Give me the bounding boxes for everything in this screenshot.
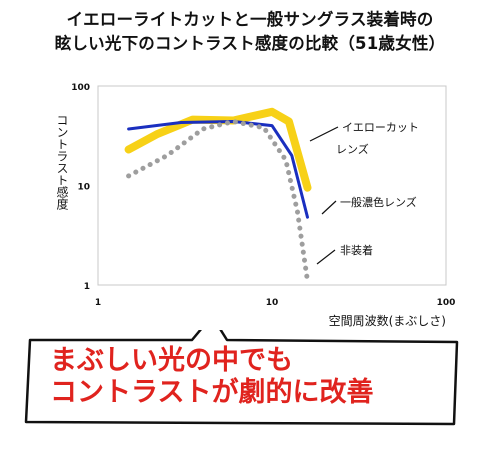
series-leader-line bbox=[316, 249, 336, 265]
series-leader-line bbox=[309, 126, 339, 142]
callout-text: まぶしい光の中でも コントラストが劇的に改善 bbox=[50, 345, 373, 409]
y-tick-label: 1 bbox=[84, 282, 90, 292]
y-tick-label: 100 bbox=[71, 83, 90, 93]
x-tick-label: 100 bbox=[437, 298, 456, 308]
series-label: イエローカットレンズ bbox=[336, 121, 419, 156]
y-tick-label: 10 bbox=[77, 183, 90, 193]
x-tick-label: 1 bbox=[95, 298, 101, 308]
chart-title-line1: イエローライトカットと一般サングラス装着時の bbox=[66, 10, 434, 29]
y-axis-label: コントラスト感度 bbox=[55, 114, 69, 210]
series-line-3 bbox=[126, 119, 310, 284]
series-label: 非装着 bbox=[340, 243, 373, 257]
series-leader-line bbox=[321, 200, 337, 215]
callout-line2: コントラストが劇的に改善 bbox=[50, 377, 374, 408]
x-tick-label: 10 bbox=[266, 298, 279, 308]
callout-line1: まぶしい光の中でも bbox=[50, 345, 293, 376]
callout-bubble bbox=[24, 330, 459, 426]
chart-title-line2: 眩しい光下のコントラスト感度の比較（51歳女性） bbox=[54, 34, 446, 53]
chart-title: イエローライトカットと一般サングラス装着時の 眩しい光下のコントラスト感度の比較… bbox=[0, 8, 500, 56]
x-axis-label: 空間周波数(まぶしさ) bbox=[329, 313, 446, 328]
plot-frame bbox=[97, 85, 447, 286]
series-label: 一般濃色レンズ bbox=[340, 195, 417, 209]
